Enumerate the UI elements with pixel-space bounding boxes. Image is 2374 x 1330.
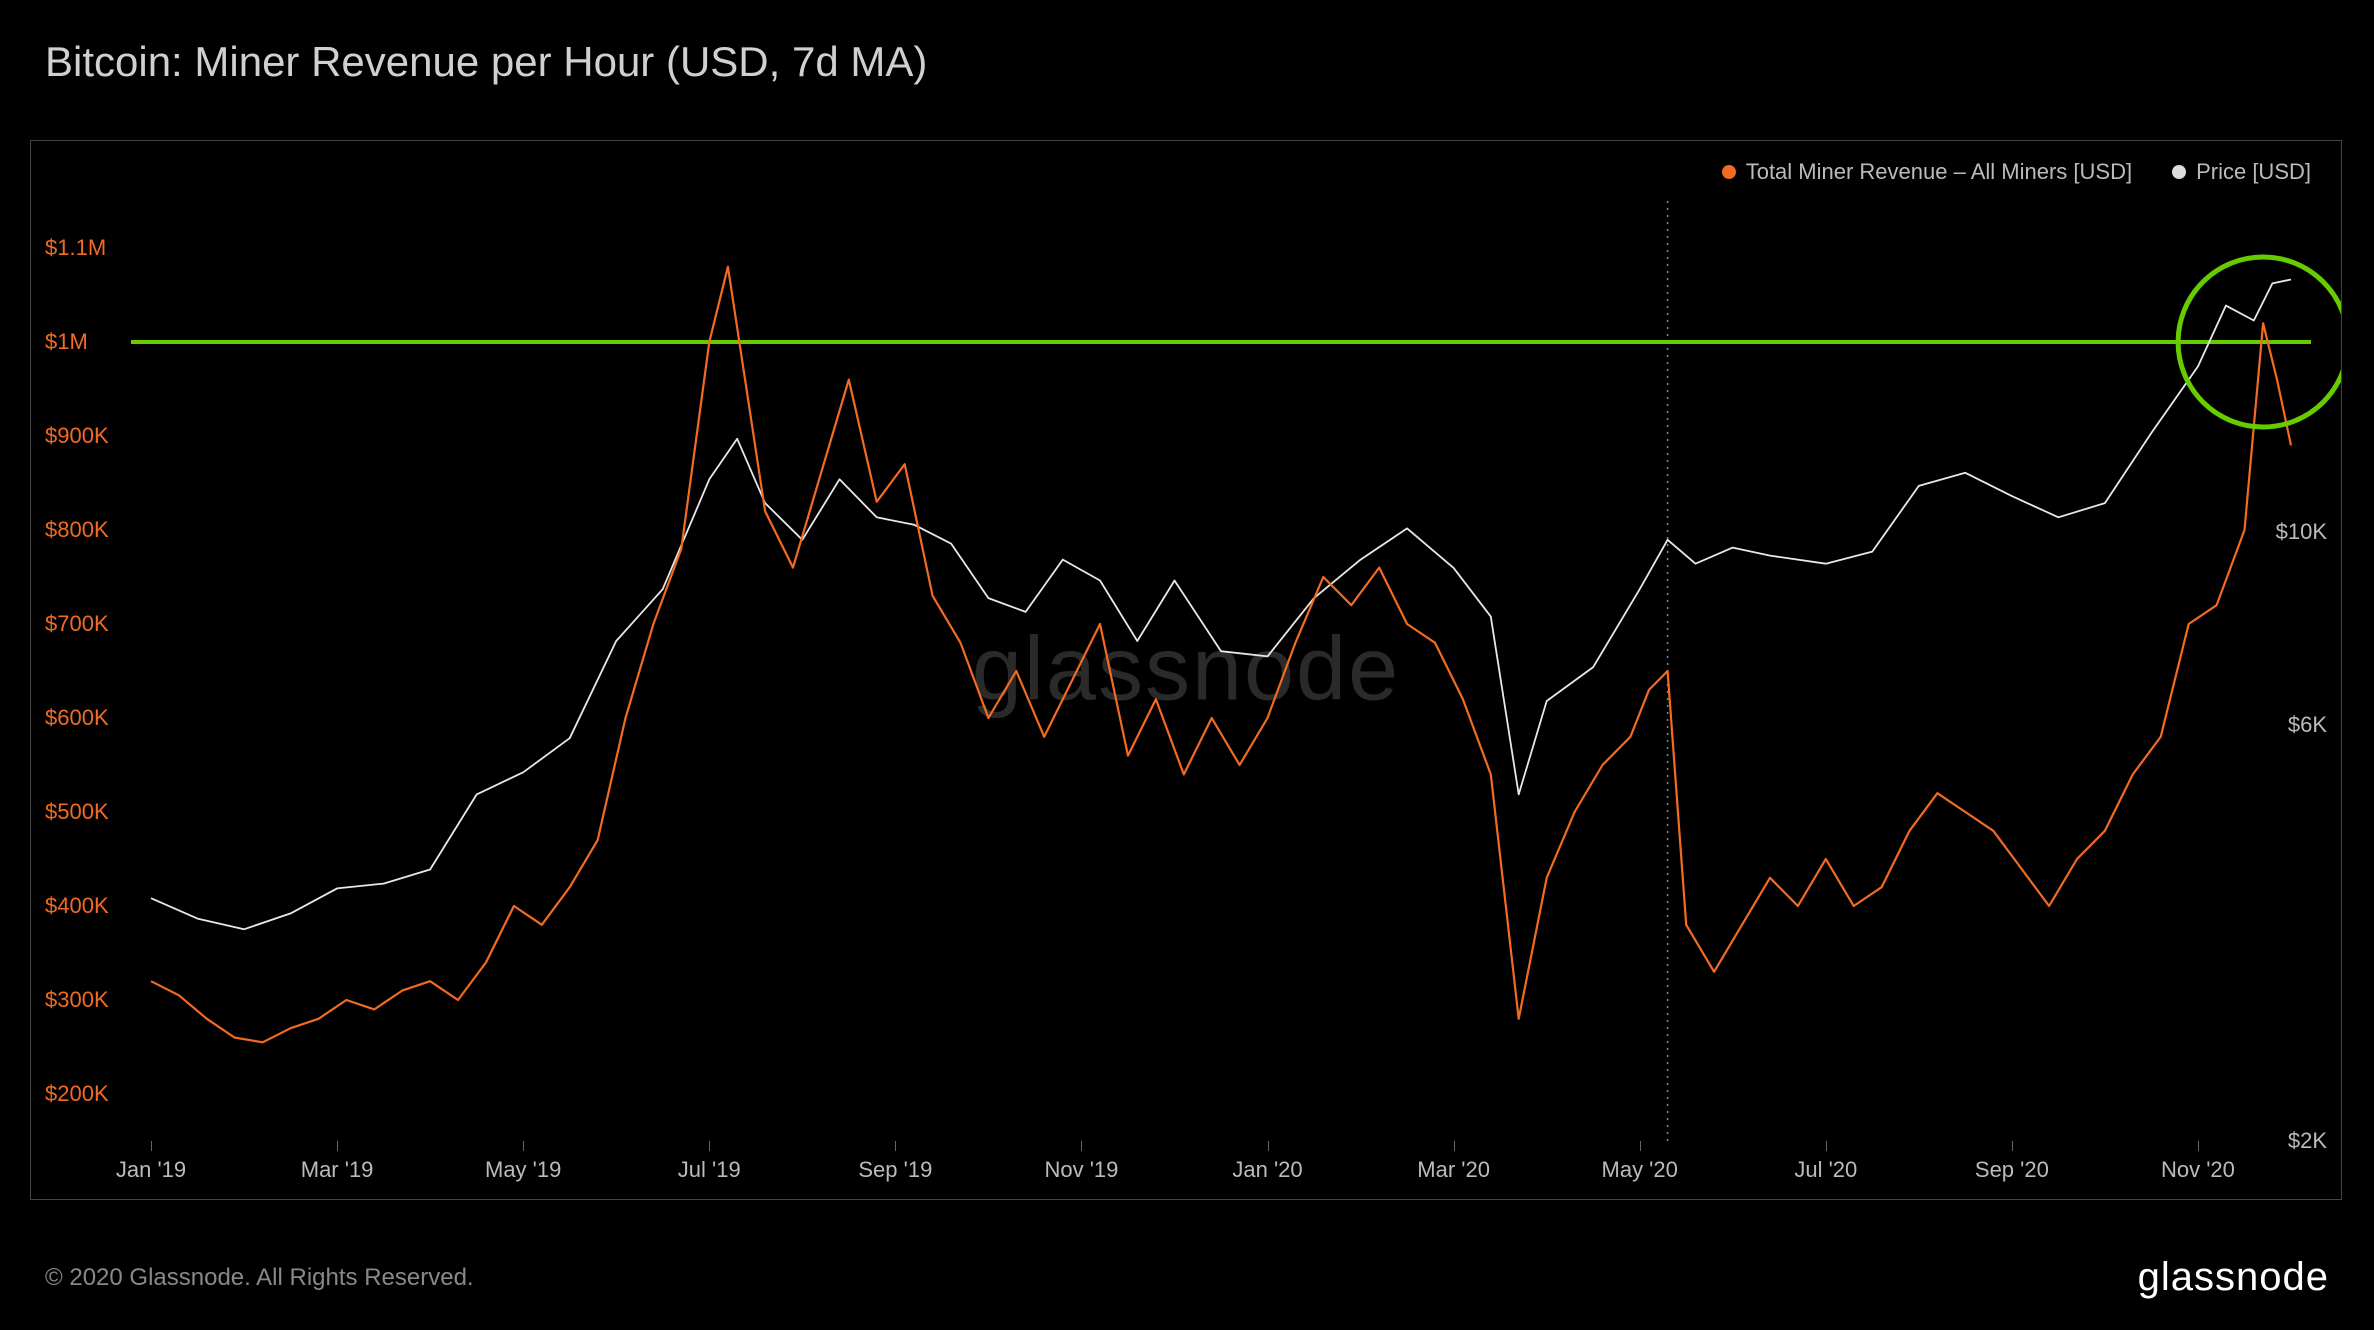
x-tick [709,1141,710,1151]
x-tick [523,1141,524,1151]
x-tick [2012,1141,2013,1151]
x-tick [1826,1141,1827,1151]
x-tick-label: Nov '19 [1044,1157,1118,1183]
y-left-tick: $200K [45,1081,109,1107]
y-left-tick: $600K [45,705,109,731]
chart-svg [31,141,2341,1199]
y-right-tick: $2K [2288,1128,2327,1154]
y-right-tick: $10K [2276,519,2327,545]
x-tick-label: May '20 [1602,1157,1678,1183]
legend-dot-price [2172,165,2186,179]
x-tick-label: Nov '20 [2161,1157,2235,1183]
y-left-tick: $800K [45,517,109,543]
x-tick [151,1141,152,1151]
legend-label-price: Price [USD] [2196,159,2311,185]
x-tick-label: Mar '19 [301,1157,374,1183]
legend: Total Miner Revenue – All Miners [USD] P… [1722,159,2311,185]
legend-dot-revenue [1722,165,1736,179]
chart-title: Bitcoin: Miner Revenue per Hour (USD, 7d… [45,38,927,86]
x-tick [2198,1141,2199,1151]
chart-frame: glassnode Total Miner Revenue – All Mine… [30,140,2342,1200]
brand-logo: glassnode [2138,1255,2329,1300]
y-left-tick: $400K [45,893,109,919]
copyright: © 2020 Glassnode. All Rights Reserved. [45,1264,474,1292]
x-tick-label: Jan '19 [116,1157,186,1183]
x-tick [895,1141,896,1151]
x-tick-label: May '19 [485,1157,561,1183]
y-left-tick: $300K [45,987,109,1013]
x-tick-label: Sep '20 [1975,1157,2049,1183]
y-left-tick: $500K [45,799,109,825]
x-tick [337,1141,338,1151]
y-left-tick: $900K [45,423,109,449]
y-left-tick: $1.1M [45,235,106,261]
legend-item-revenue: Total Miner Revenue – All Miners [USD] [1722,159,2132,185]
legend-label-revenue: Total Miner Revenue – All Miners [USD] [1746,159,2132,185]
legend-item-price: Price [USD] [2172,159,2311,185]
y-left-tick: $1M [45,329,88,355]
x-tick-label: Sep '19 [858,1157,932,1183]
y-left-tick: $700K [45,611,109,637]
x-tick-label: Jan '20 [1232,1157,1302,1183]
x-tick [1454,1141,1455,1151]
x-tick-label: Mar '20 [1417,1157,1490,1183]
y-right-tick: $6K [2288,712,2327,738]
x-tick [1081,1141,1082,1151]
x-tick [1268,1141,1269,1151]
x-tick-label: Jul '19 [678,1157,741,1183]
x-tick-label: Jul '20 [1794,1157,1857,1183]
x-tick [1640,1141,1641,1151]
